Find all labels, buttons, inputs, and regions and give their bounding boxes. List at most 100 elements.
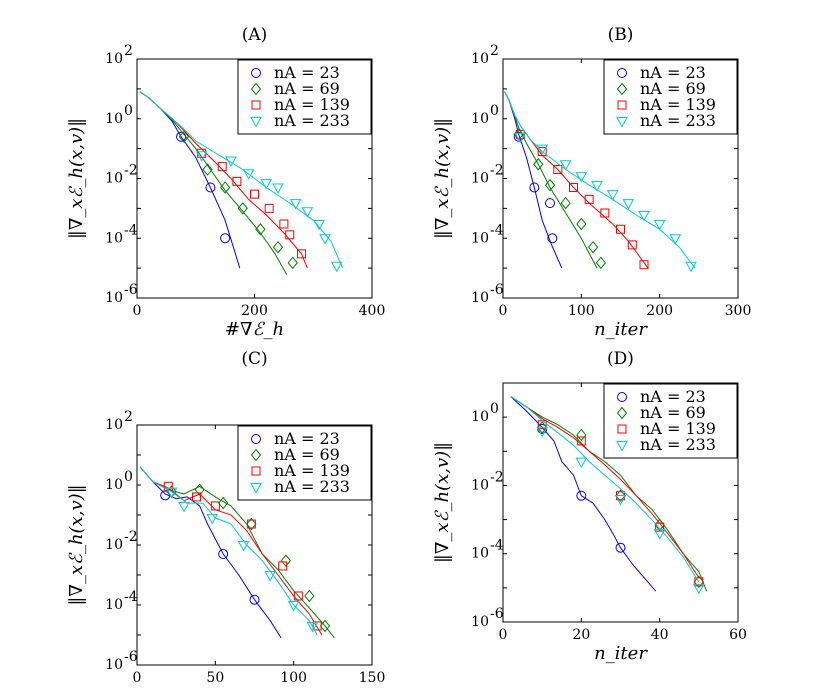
x-tick-label: 0	[499, 627, 508, 643]
legend-marker	[617, 392, 627, 402]
data-marker	[218, 496, 229, 510]
data-marker	[576, 436, 586, 446]
data-marker	[685, 261, 697, 273]
data-marker	[576, 428, 587, 442]
x-tick-label: 50	[206, 670, 224, 686]
legend-marker	[616, 82, 628, 96]
y-tick-label: 10	[105, 597, 123, 613]
y-axis-label: ‖∇_xℰ_h(x,v)‖	[66, 484, 87, 605]
data-marker	[529, 182, 540, 193]
y-tick-exponent: -2	[490, 469, 504, 485]
data-marker	[237, 541, 250, 552]
data-marker	[575, 457, 588, 469]
legend-label: nA = 139	[640, 419, 716, 438]
legend-label: nA = 69	[274, 445, 340, 464]
series-nA-23	[139, 91, 241, 269]
data-marker	[280, 554, 291, 567]
y-tick-exponent: -4	[124, 222, 138, 238]
data-marker	[330, 261, 343, 273]
data-marker	[319, 619, 331, 633]
y-tick-label: 10	[471, 546, 489, 562]
y-tick-label: 10	[471, 230, 489, 246]
legend-box	[603, 383, 738, 459]
y-tick-exponent: 0	[490, 103, 499, 119]
data-marker	[178, 130, 190, 144]
data-marker	[576, 490, 587, 501]
x-tick-label: 100	[568, 303, 595, 319]
data-marker	[615, 542, 626, 553]
y-tick-exponent: -2	[490, 163, 504, 179]
data-marker	[278, 561, 288, 571]
y-tick-label: 10	[105, 417, 123, 433]
data-marker	[217, 162, 227, 172]
data-marker	[319, 234, 331, 245]
data-marker	[669, 234, 682, 245]
data-marker	[272, 183, 284, 195]
legend-label: nA = 69	[640, 403, 706, 422]
y-tick-label: 10	[105, 51, 123, 67]
y-tick-exponent: -6	[124, 649, 138, 665]
y-tick-label: 10	[105, 657, 123, 673]
legend-marker	[616, 406, 628, 420]
legend-marker	[617, 68, 627, 78]
x-tick-label: 40	[651, 627, 669, 643]
data-marker	[694, 577, 704, 587]
y-tick-exponent: -4	[490, 538, 504, 554]
x-tick-label: 100	[280, 670, 307, 686]
series-nA-23	[504, 91, 563, 269]
data-marker	[533, 157, 544, 171]
y-tick-label: 10	[471, 111, 489, 127]
data-marker	[272, 240, 284, 254]
series-line	[139, 91, 344, 269]
x-tick-label: 0	[133, 303, 142, 319]
data-marker	[639, 260, 649, 270]
y-tick-exponent: -4	[490, 222, 504, 238]
data-marker	[242, 169, 255, 180]
y-tick-exponent: 0	[124, 469, 133, 485]
y-tick-exponent: -4	[124, 589, 138, 605]
y-tick-label: 10	[105, 290, 123, 306]
y-tick-label: 10	[471, 477, 489, 493]
x-tick-label: 150	[359, 670, 386, 686]
data-marker	[576, 217, 587, 231]
legend-marker	[616, 117, 628, 128]
y-tick-label: 10	[105, 111, 123, 127]
legend-marker	[617, 100, 627, 110]
legend-marker	[616, 441, 628, 452]
data-marker	[595, 256, 607, 270]
y-axis-label: ‖∇_xℰ_h(x,v)‖	[432, 118, 453, 239]
x-tick-label: 0	[499, 303, 508, 319]
data-marker	[264, 571, 277, 582]
data-marker	[219, 181, 231, 194]
series-line	[510, 396, 657, 592]
plot-frame	[502, 382, 739, 623]
legend-marker	[617, 424, 627, 434]
x-tick-label: 200	[241, 303, 268, 319]
data-marker	[287, 601, 300, 612]
legend-label: nA = 139	[274, 95, 350, 114]
legend-label: nA = 233	[274, 111, 350, 130]
y-tick-label: 10	[105, 477, 123, 493]
y-tick-exponent: -6	[490, 282, 504, 298]
x-axis-label: #∇ℰ_h	[225, 686, 284, 688]
data-marker	[536, 426, 549, 438]
y-axis-label: ‖∇_xℰ_h(x,v)‖	[66, 118, 87, 239]
legend-marker	[250, 448, 262, 462]
y-tick-label: 10	[471, 409, 489, 425]
series-nA-233	[139, 91, 344, 273]
data-marker	[584, 194, 594, 204]
data-marker	[547, 233, 558, 244]
series-nA-233	[139, 466, 319, 636]
legend-label: nA = 233	[640, 111, 716, 130]
data-marker	[653, 219, 666, 231]
data-marker	[545, 198, 555, 209]
data-marker	[285, 230, 295, 240]
x-axis-label: n_iter	[594, 643, 648, 664]
data-marker	[627, 240, 637, 250]
